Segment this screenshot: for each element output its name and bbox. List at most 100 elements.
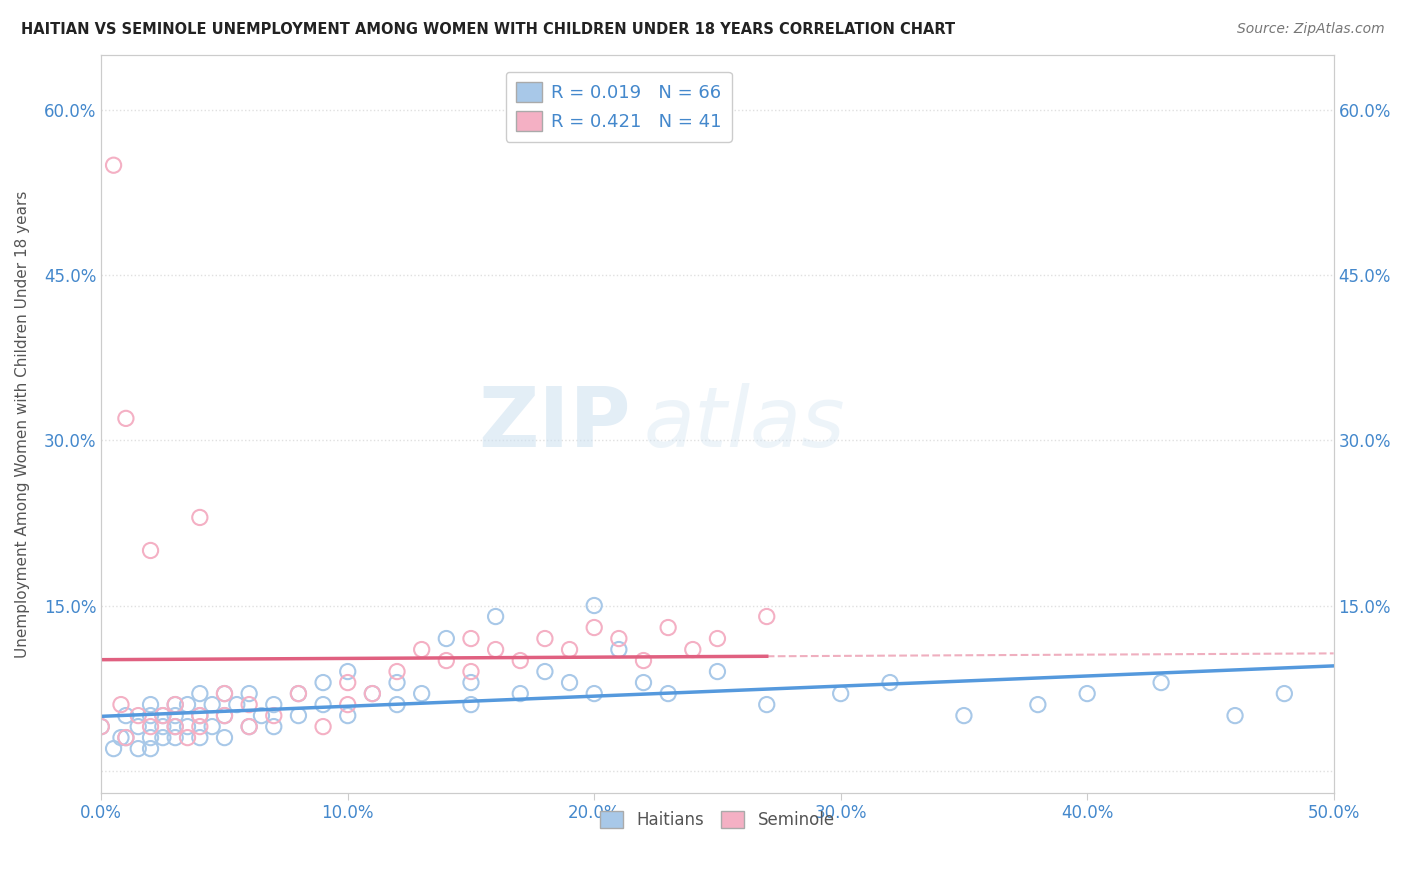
Text: HAITIAN VS SEMINOLE UNEMPLOYMENT AMONG WOMEN WITH CHILDREN UNDER 18 YEARS CORREL: HAITIAN VS SEMINOLE UNEMPLOYMENT AMONG W… xyxy=(21,22,955,37)
Text: Source: ZipAtlas.com: Source: ZipAtlas.com xyxy=(1237,22,1385,37)
Point xyxy=(287,687,309,701)
Point xyxy=(682,642,704,657)
Point xyxy=(1223,708,1246,723)
Point xyxy=(201,720,224,734)
Point xyxy=(312,698,335,712)
Point xyxy=(558,675,581,690)
Point xyxy=(139,720,162,734)
Point xyxy=(953,708,976,723)
Point xyxy=(706,632,728,646)
Point xyxy=(755,609,778,624)
Point xyxy=(287,687,309,701)
Point xyxy=(1026,698,1049,712)
Point xyxy=(633,675,655,690)
Point xyxy=(165,698,187,712)
Point xyxy=(534,632,557,646)
Point xyxy=(607,632,630,646)
Point xyxy=(139,698,162,712)
Point xyxy=(534,665,557,679)
Point xyxy=(103,158,125,172)
Point xyxy=(411,642,433,657)
Point xyxy=(263,708,285,723)
Point xyxy=(879,675,901,690)
Point xyxy=(583,621,606,635)
Point xyxy=(225,698,247,712)
Point xyxy=(165,720,187,734)
Point xyxy=(115,731,138,745)
Point xyxy=(755,698,778,712)
Point xyxy=(103,741,125,756)
Point xyxy=(139,731,162,745)
Point xyxy=(657,687,679,701)
Point xyxy=(127,708,149,723)
Point xyxy=(1272,687,1295,701)
Point xyxy=(127,741,149,756)
Point xyxy=(238,687,260,701)
Point xyxy=(434,632,457,646)
Point xyxy=(657,621,679,635)
Point xyxy=(263,698,285,712)
Point xyxy=(238,720,260,734)
Point xyxy=(188,720,211,734)
Point xyxy=(287,708,309,723)
Point xyxy=(607,642,630,657)
Point xyxy=(214,687,236,701)
Point xyxy=(336,708,359,723)
Point xyxy=(460,665,482,679)
Point xyxy=(214,731,236,745)
Point xyxy=(152,731,174,745)
Point xyxy=(188,687,211,701)
Point xyxy=(238,698,260,712)
Point xyxy=(1076,687,1098,701)
Point xyxy=(484,642,506,657)
Point xyxy=(633,654,655,668)
Point xyxy=(110,698,132,712)
Point xyxy=(509,687,531,701)
Legend: Haitians, Seminole: Haitians, Seminole xyxy=(593,805,842,836)
Point xyxy=(139,543,162,558)
Point xyxy=(188,731,211,745)
Point xyxy=(361,687,384,701)
Point xyxy=(152,708,174,723)
Point xyxy=(460,675,482,690)
Point xyxy=(263,720,285,734)
Point xyxy=(558,642,581,657)
Point xyxy=(411,687,433,701)
Point xyxy=(361,687,384,701)
Point xyxy=(165,720,187,734)
Point xyxy=(176,720,198,734)
Point xyxy=(188,708,211,723)
Point xyxy=(188,708,211,723)
Point xyxy=(139,708,162,723)
Point xyxy=(385,665,408,679)
Point xyxy=(165,698,187,712)
Point xyxy=(238,720,260,734)
Point xyxy=(830,687,852,701)
Point xyxy=(706,665,728,679)
Point xyxy=(176,698,198,712)
Point xyxy=(250,708,273,723)
Point xyxy=(484,609,506,624)
Point xyxy=(115,411,138,425)
Point xyxy=(110,731,132,745)
Point xyxy=(214,708,236,723)
Point xyxy=(201,698,224,712)
Point xyxy=(312,720,335,734)
Point xyxy=(115,708,138,723)
Point xyxy=(509,654,531,668)
Point xyxy=(460,698,482,712)
Point xyxy=(176,731,198,745)
Point xyxy=(165,708,187,723)
Point xyxy=(583,687,606,701)
Point xyxy=(214,687,236,701)
Point xyxy=(90,720,112,734)
Point xyxy=(188,510,211,524)
Text: ZIP: ZIP xyxy=(478,384,631,465)
Point xyxy=(115,731,138,745)
Point xyxy=(165,731,187,745)
Point xyxy=(460,632,482,646)
Point xyxy=(336,698,359,712)
Point xyxy=(152,720,174,734)
Point xyxy=(214,708,236,723)
Point xyxy=(583,599,606,613)
